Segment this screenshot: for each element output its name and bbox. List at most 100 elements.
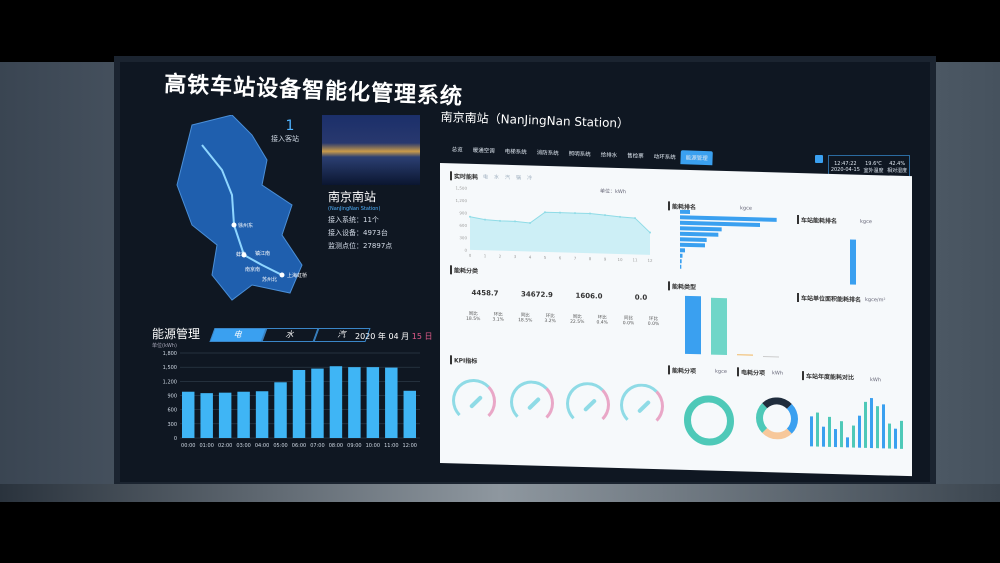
area-rank-title: 车站单位面积能耗排名 [797,292,862,304]
annual-bar [834,429,837,448]
data-point [634,217,636,220]
x-tick-label: 08:00 [329,443,343,449]
date-picker[interactable]: 2020 年 04 月 15 日 [355,331,432,342]
temperature: 19.6℃ [865,160,882,167]
station-rank-title: 车站能耗排名 [797,214,838,226]
split-title: 能耗分项 [668,365,697,376]
y-tick-label: 300 [167,422,177,428]
station-marker[interactable] [279,272,285,278]
tab-system[interactable]: 照明系统 [568,151,591,159]
y-tick-label: 1,500 [163,365,177,371]
tab-system[interactable]: 给排水 [600,152,618,159]
year: 2020 年 [355,332,386,341]
elec-split-title: 电耗分项 [737,367,766,378]
map-label: 徐州东 [238,223,254,229]
filter-chip[interactable]: 汽 [505,174,511,181]
tab-system[interactable]: 能源管理 [680,150,713,166]
station-count: 1 接入客站 [270,118,310,144]
humidity-label: 相对湿度 [887,167,908,174]
tab-system[interactable]: 消防系统 [536,150,559,157]
bar [348,367,361,438]
tab-system[interactable]: 总览 [451,147,463,154]
mom: 环比 0.4% [596,315,608,326]
desk-edge [0,484,1000,502]
annual-bar [870,398,873,449]
type-bar [737,354,753,356]
bar [182,391,195,438]
tab-system[interactable]: 售检票 [627,153,644,160]
kpi-gauge [452,378,496,424]
tab-system[interactable]: 暖通空调 [472,147,495,155]
clock-date: 2020-04-15 [830,167,860,173]
annual-bar [822,426,825,447]
ranking-bar-chart [680,209,777,269]
map-label: 苏州北 [262,277,278,283]
bar [255,391,269,438]
split-unit: kgce [715,368,727,376]
mom: 环比 3.2% [544,313,556,325]
y-tick-label: 600 [167,408,177,414]
bar [329,366,343,438]
filter-chip[interactable]: 冷 [527,175,533,182]
map-label: 南京南 [245,267,261,273]
station-marker[interactable] [241,252,247,258]
type-bar-chart [685,295,779,358]
kpi-title: KPI指标 [450,355,478,366]
category-title: 能耗分类 [450,265,479,276]
data-point [529,221,531,224]
day: 15 日 [411,332,433,341]
y-tick-label: 1,200 [456,198,468,203]
data-point [499,219,501,222]
x-tick-label: 00:00 [181,443,195,449]
bar [237,391,250,438]
category-item: 4458.7 同比 18.5% 环比 3.1% [460,289,510,323]
devices-count: 接入设备：4973台 [328,229,388,237]
y-tick-label: 1,500 [456,185,468,190]
annual-bar [894,428,897,449]
filter-chip[interactable]: 电 [483,174,489,181]
filter-chip[interactable]: 锅 [516,175,522,182]
x-tick-label: 07:00 [310,443,324,449]
rank-bar [680,248,685,253]
mom: 环比 3.1% [492,312,504,323]
tab-system[interactable]: 电梯系统 [504,149,527,156]
station-name: 南京南站 [328,190,377,204]
y-tick-label: 900 [459,210,467,215]
humidity: 42.4% [889,160,906,167]
x-tick-label: 9 [604,257,607,262]
y-tick-label: 1,800 [163,351,177,357]
kpi-gauge [510,379,554,426]
clock-time: 12:47:22 [834,161,857,167]
bar [218,392,232,438]
tab-water[interactable]: 水 [261,328,319,342]
count-value: 1 [285,118,295,134]
station-info: 南京南站 (NanJingNan Station) 接入系统：11个 接入设备：… [328,188,392,254]
station-rank-bar [850,239,856,285]
energy-tabs: 电 水 汽 [209,328,371,342]
filter-chip[interactable]: 水 [494,174,500,181]
split-donut [684,394,734,447]
route-map [176,115,303,301]
type-bar [763,356,779,358]
category-value: 1606.0 [575,291,603,301]
temperature-label: 室外温度 [863,167,884,174]
refresh-icon[interactable] [815,155,823,163]
annual-bar-chart [810,398,903,449]
category-value: 4458.7 [471,288,499,298]
annual-bar [840,421,843,448]
count-label: 接入客站 [271,135,299,143]
y-tick-label: 600 [459,223,467,228]
annual-bar [852,425,855,448]
x-tick-label: 4 [529,254,532,259]
category-item: 34672.9 同比 18.5% 环比 3.2% [512,290,562,324]
bar [200,393,213,438]
map-label: 蚌埠 [236,252,247,258]
annual-bar [846,437,849,448]
data-point [574,212,576,215]
tab-system[interactable]: 动环系统 [653,154,676,161]
energy-header: 能源管理 单位(kWh) [152,325,200,349]
points-count: 监测点位：27897点 [328,242,393,250]
station-en: (NanJingNan Station) [328,206,381,212]
station-marker[interactable] [231,222,237,228]
tab-electricity[interactable]: 电 [209,328,267,342]
